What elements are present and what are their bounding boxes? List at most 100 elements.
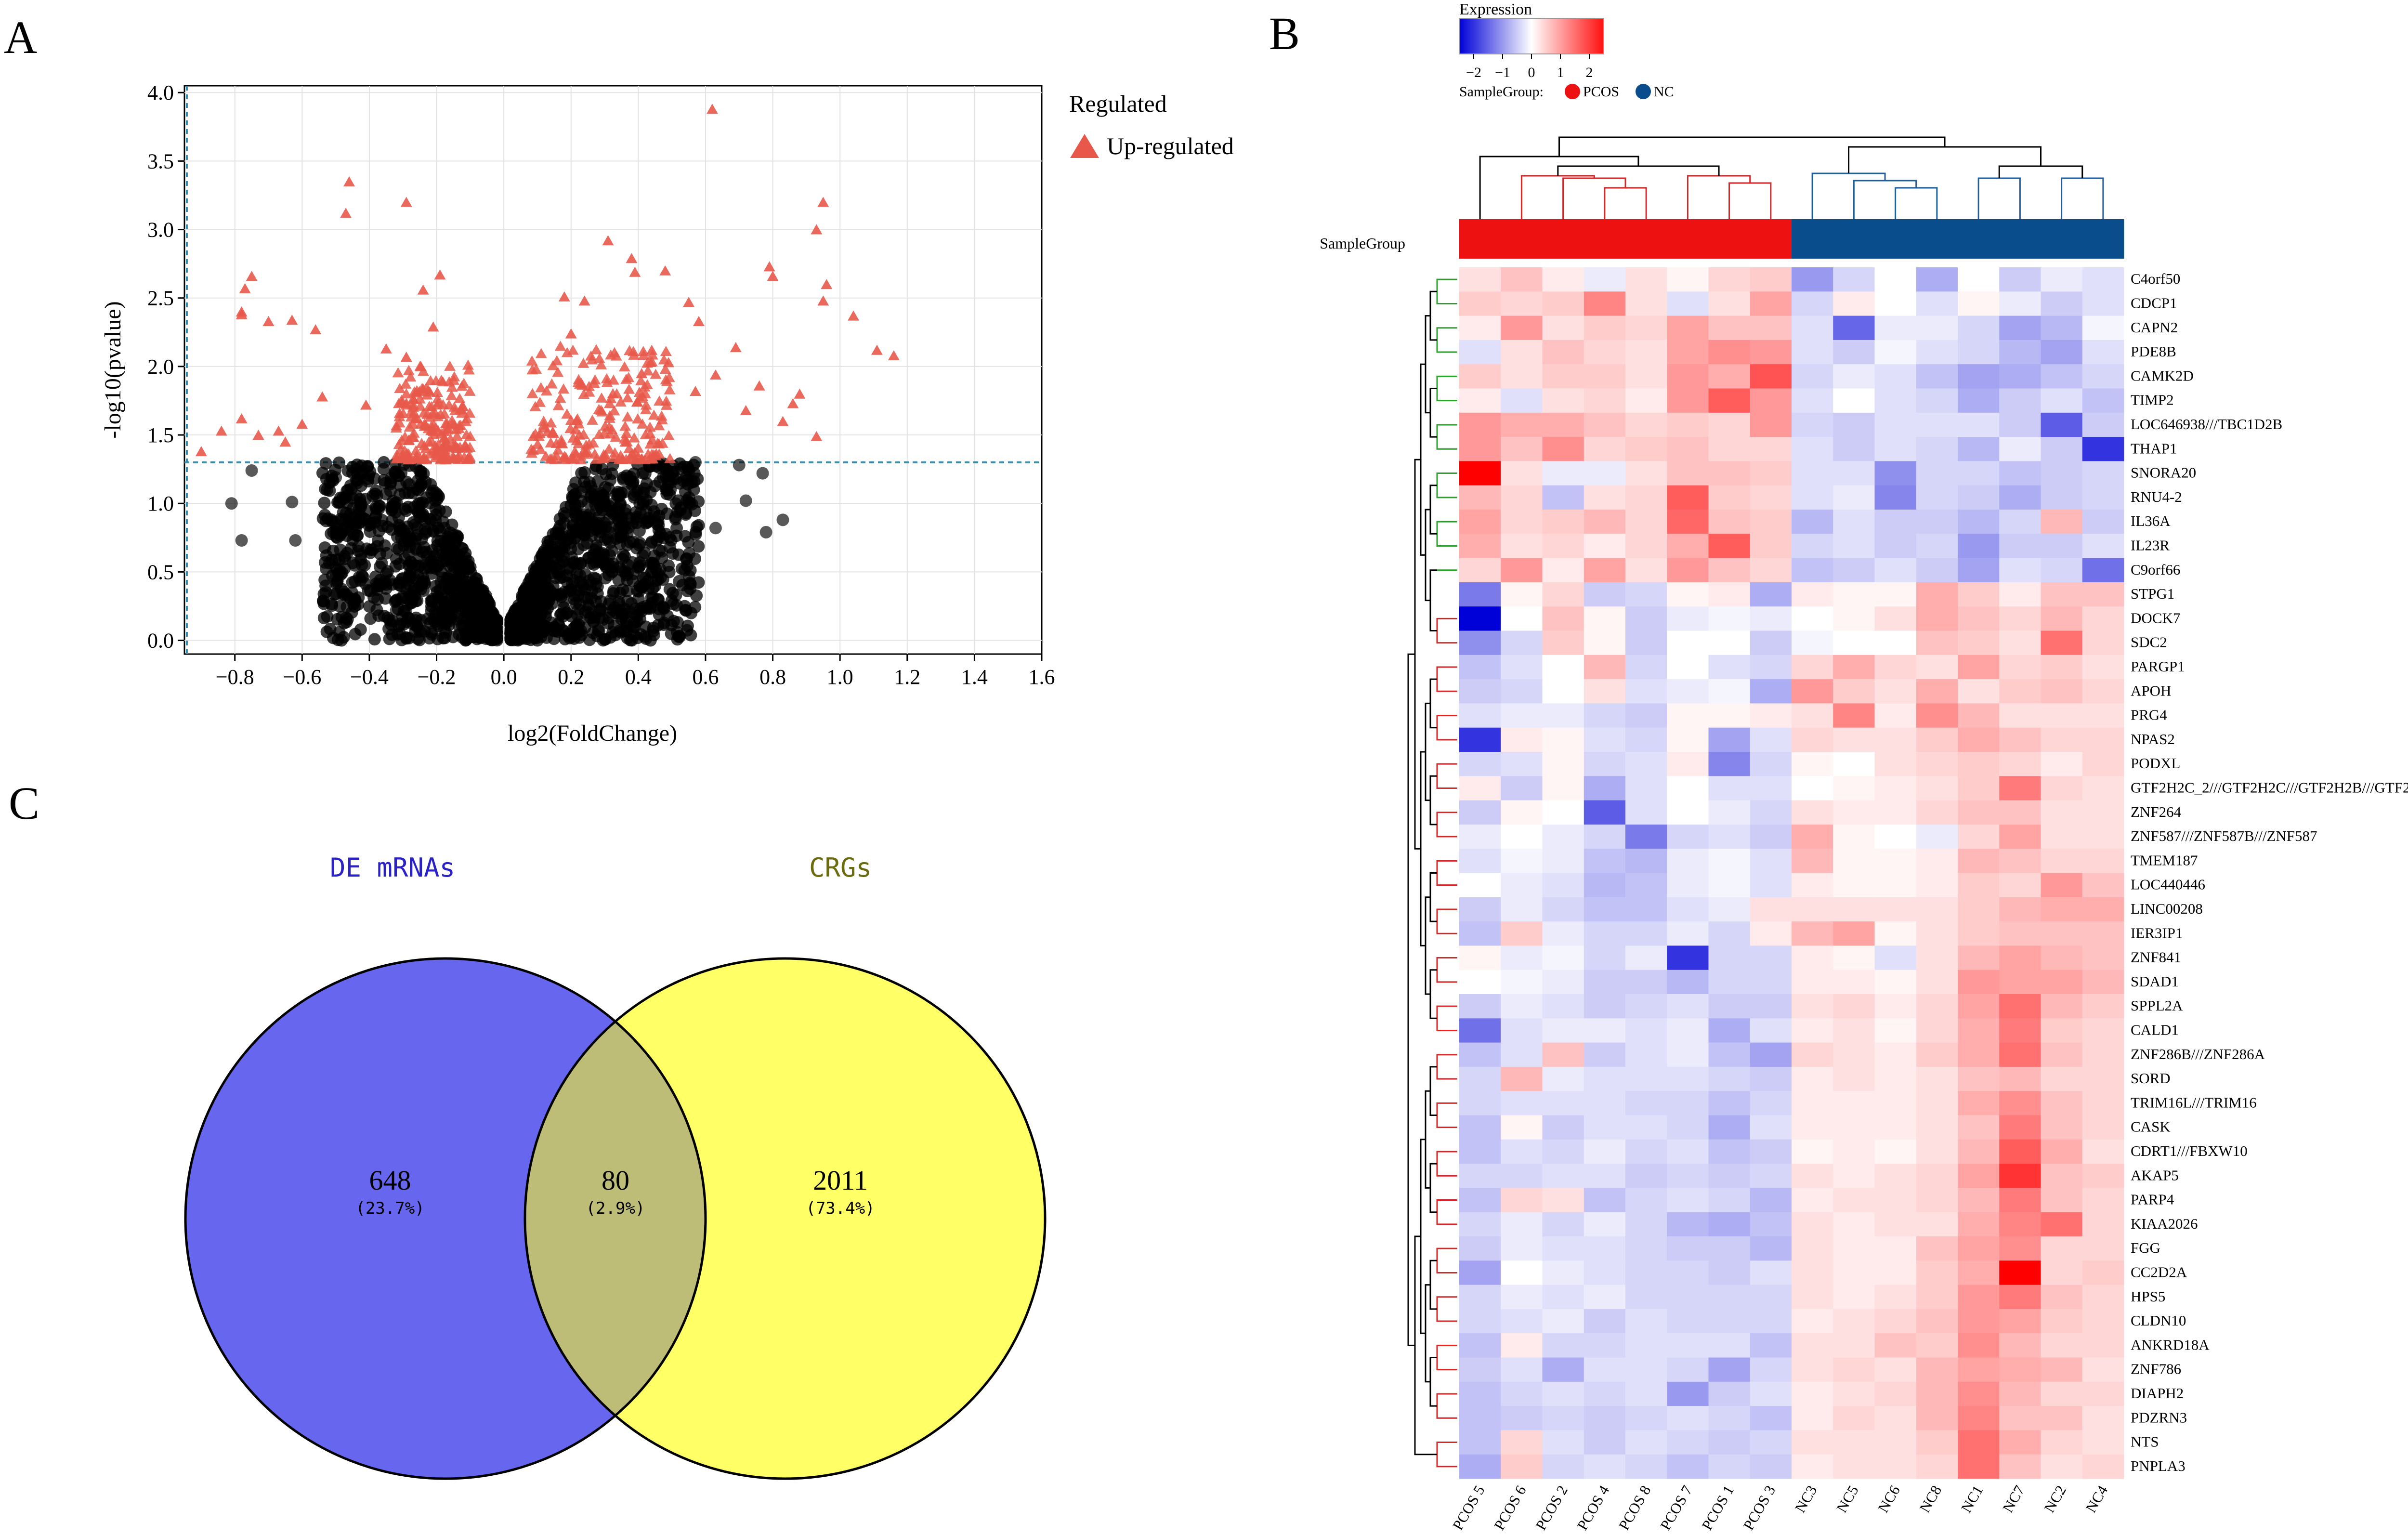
ns-point [689, 552, 702, 565]
ns-point [369, 485, 382, 498]
heatmap-cell [1999, 461, 2041, 486]
up-point [589, 374, 601, 385]
volcano-plot: −0.8 −0.6 −0.4 −0.2 0.0 0.2 0.4 0.6 0.8 1.0 1.2 1.4… [100, 81, 1234, 746]
up-point [464, 385, 476, 396]
up-point [888, 350, 900, 361]
heatmap-cell [1874, 703, 1917, 728]
heatmap-cell [1501, 630, 1543, 656]
ns-point [600, 560, 613, 573]
heatmap-cell [1667, 291, 1709, 316]
heatmap-cell [1542, 1115, 1584, 1140]
heatmap-cell [1999, 1018, 2041, 1043]
heatmap-cell [1625, 1333, 1667, 1358]
heatmap-cell [1667, 849, 1709, 873]
heatmap-cell [1999, 1164, 2041, 1188]
dendrogram-branch [1436, 1296, 1457, 1322]
heatmap-cell [1584, 437, 1626, 461]
heatmap-cell [1750, 558, 1792, 583]
heatmap-cell [1833, 558, 1875, 583]
up-point [442, 452, 454, 463]
up-point [451, 431, 463, 441]
gene-label: CLDN10 [2131, 1312, 2186, 1329]
heatmap-cell [2041, 655, 2083, 680]
heatmap-cell [1584, 315, 1626, 341]
ns-point [319, 483, 332, 496]
heatmap-cell [1667, 437, 1709, 461]
heatmap-cell [1584, 461, 1626, 486]
heatmap-cell [1958, 1018, 2000, 1043]
dendrogram-branch [1429, 1163, 1437, 1213]
heatmap-cell [1501, 364, 1543, 389]
ns-point [639, 577, 652, 590]
heatmap-cell [1625, 1042, 1667, 1067]
heatmap-cell [1459, 824, 1501, 849]
up-point [631, 396, 643, 407]
heatmap-cell [1750, 1333, 1792, 1358]
ns-point [682, 536, 695, 549]
heatmap-cell [1501, 315, 1543, 341]
heatmap-cell [1999, 485, 2041, 510]
up-point [438, 426, 450, 436]
heatmap-cell [1999, 558, 2041, 583]
group-bar-cell [2082, 219, 2124, 259]
ns-point [410, 611, 423, 624]
up-point [599, 449, 611, 460]
heatmap-cell [1667, 1164, 1709, 1188]
heatmap-cell [1916, 655, 1958, 680]
heatmap-cell [1708, 1285, 1751, 1310]
up-point [529, 428, 541, 439]
up-point [605, 393, 617, 404]
heatmap-cell [1999, 849, 2041, 873]
gene-label: CAPN2 [2131, 319, 2178, 336]
heatmap-cell [1667, 267, 1709, 292]
ns-point [624, 536, 637, 549]
heatmap-cell [1874, 824, 1917, 849]
up-point [590, 344, 602, 354]
heatmap-cell [1708, 1066, 1751, 1091]
y-tick-label: 1.5 [147, 423, 174, 447]
heatmap-cell [1958, 703, 2000, 728]
heatmap-cell [1792, 630, 1833, 656]
dendrogram-branch [1436, 375, 1457, 402]
gene-label: TMEM187 [2131, 852, 2198, 868]
ns-point [557, 624, 570, 637]
ns-point [375, 557, 388, 570]
heatmap-cell [1958, 1309, 2000, 1334]
gene-label: APOH [2131, 682, 2171, 699]
ns-point [582, 516, 595, 529]
heatmap-cell [1625, 1115, 1667, 1140]
ns-point [417, 575, 430, 588]
heatmap-cell [1459, 921, 1501, 946]
ns-point [418, 541, 431, 554]
ns-point [410, 529, 423, 542]
up-point [444, 360, 456, 371]
heatmap-cell [1792, 1018, 1833, 1043]
heatmap-cell [1667, 1406, 1709, 1430]
heatmap-cell [1916, 945, 1958, 971]
heatmap-cell [1708, 1042, 1751, 1067]
heatmap-cell [1916, 873, 1958, 898]
heatmap-cell [2041, 1115, 2083, 1140]
heatmap-cell [2041, 1188, 2083, 1213]
group-bar-cell [1625, 219, 1667, 259]
ns-point [320, 472, 333, 485]
gene-label: DIAPH2 [2131, 1385, 2184, 1402]
heatmap-cell [1792, 461, 1833, 486]
heatmap-cell [1625, 1212, 1667, 1237]
heatmap-cell [2041, 849, 2083, 873]
heatmap-cell [1833, 1236, 1875, 1261]
dendrogram-branch [1436, 1199, 1457, 1225]
up-point [551, 355, 563, 366]
heatmap-cell [1874, 582, 1917, 607]
dendrogram-branch [1436, 666, 1457, 692]
ns-point [541, 547, 554, 560]
heatmap-cell [1708, 510, 1751, 534]
heatmap-cell [1625, 315, 1667, 341]
dendrogram-branch [1436, 1393, 1457, 1419]
heatmap-cell [1584, 1018, 1626, 1043]
heatmap-cell [1958, 630, 2000, 656]
heatmap-cell [1750, 1091, 1792, 1115]
up-point [393, 407, 406, 418]
heatmap-cell [1792, 1236, 1833, 1261]
heatmap-cell [1958, 1236, 2000, 1261]
